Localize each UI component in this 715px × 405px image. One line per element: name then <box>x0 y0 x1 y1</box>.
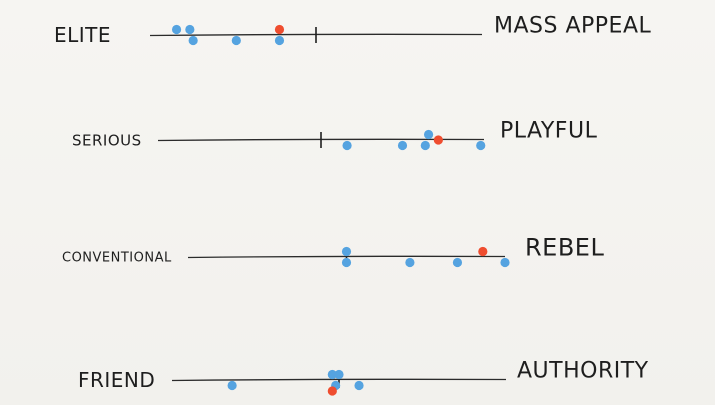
blue-data-point <box>274 35 285 46</box>
blue-data-point <box>341 257 352 268</box>
right-pole-label: MASS APPEAL <box>494 14 651 39</box>
blue-data-point <box>354 380 364 391</box>
blue-data-point <box>476 140 486 151</box>
blue-data-point <box>405 257 415 268</box>
right-pole-label: PLAYFUL <box>500 119 598 144</box>
blue-data-point <box>342 140 352 151</box>
scale-row-1: ELITE MASS APPEAL <box>54 14 651 47</box>
blue-data-point <box>327 369 337 380</box>
scale-row-4: FRIEND AUTHORITY <box>78 359 649 396</box>
blue-data-point <box>420 140 430 151</box>
red-data-point <box>274 24 285 35</box>
blue-data-point <box>500 257 510 268</box>
right-pole-label: REBEL <box>525 233 604 261</box>
scale-row-2: SERIOUS PLAYFUL <box>72 119 598 151</box>
left-pole-label: FRIEND <box>78 368 155 392</box>
left-pole-label: SERIOUS <box>72 131 142 149</box>
blue-data-point <box>452 257 463 268</box>
red-data-point <box>327 386 337 396</box>
left-pole-label: CONVENTIONAL <box>62 251 172 266</box>
blue-data-point <box>397 140 408 151</box>
red-data-point <box>478 246 488 257</box>
blue-data-point <box>185 24 195 35</box>
red-data-point <box>433 135 443 145</box>
left-pole-label: ELITE <box>54 23 111 47</box>
blue-data-point <box>341 246 352 257</box>
blue-data-point <box>227 380 237 391</box>
blue-data-point <box>423 129 434 140</box>
blue-data-point <box>334 369 344 380</box>
right-pole-label: AUTHORITY <box>517 359 649 384</box>
blue-data-point <box>188 35 198 46</box>
scale-row-3: CONVENTIONAL REBEL <box>62 233 604 268</box>
blue-data-point <box>231 35 241 46</box>
blue-data-point <box>171 24 182 35</box>
